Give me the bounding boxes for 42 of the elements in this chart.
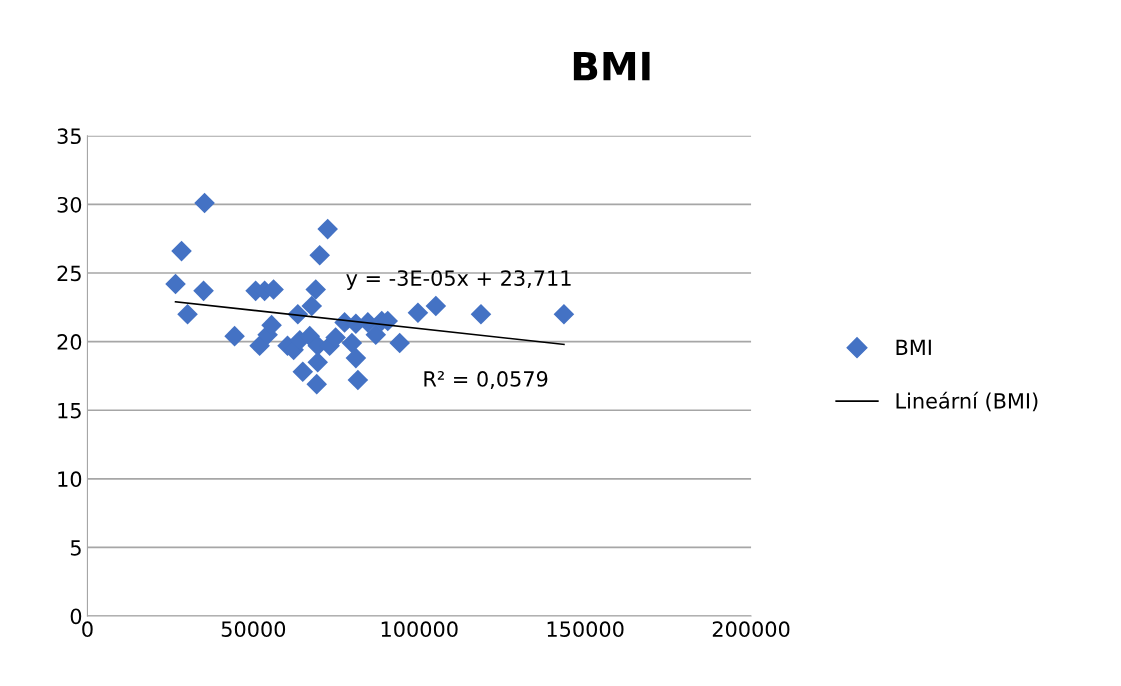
x-tick-label: 50000 (221, 621, 286, 638)
x-tick-label: 150000 (547, 621, 624, 638)
annotation: y = -3E-05x + 23,711 (346, 270, 571, 290)
point (365, 324, 387, 346)
y-tick-label: 10 (58, 471, 82, 488)
chart-title: BMI (573, 51, 650, 81)
point (301, 295, 323, 317)
point (347, 369, 369, 391)
point (193, 280, 214, 302)
y-tick-label: 25 (57, 265, 81, 282)
legend-label: BMI (896, 339, 931, 355)
point (177, 303, 198, 325)
point (249, 335, 270, 357)
y-tick-label: 35 (57, 128, 81, 145)
x-tick-label: 0 (82, 621, 93, 638)
y-tick-label: 20 (57, 334, 82, 350)
point (407, 302, 429, 324)
point (165, 273, 186, 295)
legend-label: Lineární (BMI) (896, 391, 1038, 412)
y-tick-label: 30 (57, 196, 82, 213)
point (345, 347, 367, 369)
y-tick-label: 5 (70, 540, 81, 556)
point (194, 192, 215, 214)
point (309, 244, 331, 266)
x-tick-label: 100000 (381, 621, 458, 638)
y-tick-label: 0 (70, 608, 82, 625)
point (171, 240, 192, 262)
point (389, 332, 410, 354)
x-tick-label: 200000 (712, 621, 790, 638)
point (470, 303, 492, 325)
point (306, 373, 328, 395)
point (292, 361, 314, 383)
point (553, 303, 575, 325)
annotation: R² = 0,0579 (424, 371, 548, 389)
point (317, 218, 338, 240)
point (305, 279, 327, 300)
y-tick-label: 15 (58, 402, 81, 419)
point (307, 351, 329, 373)
point (325, 327, 346, 348)
point (341, 332, 363, 354)
point (224, 325, 245, 347)
point (425, 295, 447, 317)
